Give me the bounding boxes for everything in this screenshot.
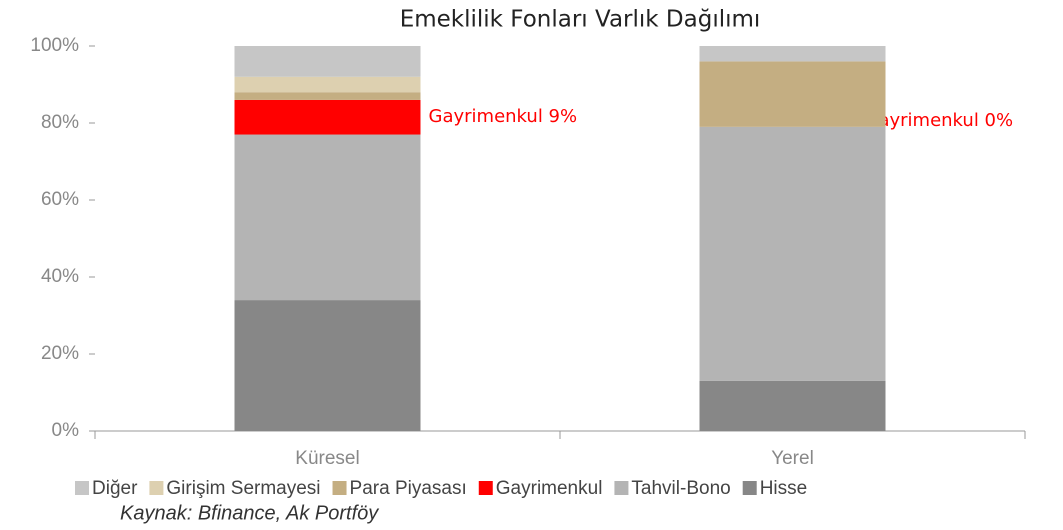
- bar-segment: [234, 76, 421, 93]
- chart-title: Emeklilik Fonları Varlık Dağılımı: [400, 7, 761, 33]
- legend-label: Girişim Sermayesi: [166, 478, 320, 499]
- bar-segment: [699, 61, 886, 127]
- y-tick-label: 20%: [41, 343, 79, 364]
- y-tick-label: 80%: [41, 112, 79, 133]
- bar-segment: [234, 300, 421, 431]
- legend-swatch: [149, 481, 164, 495]
- bar-segment: [234, 134, 421, 301]
- legend-swatch: [332, 481, 347, 495]
- y-tick-label: 0%: [52, 420, 80, 441]
- bar-segment: [699, 380, 886, 431]
- legend-label: Gayrimenkul: [496, 478, 603, 499]
- annotation: Gayrimenkul 9%: [429, 106, 578, 127]
- legend-swatch: [75, 481, 89, 495]
- legend-label: Diğer: [92, 478, 138, 499]
- bar-segment: [699, 46, 886, 62]
- bar-segment: [699, 126, 886, 381]
- legend-swatch: [742, 481, 757, 495]
- bar-segment: [234, 99, 421, 135]
- source-note: Kaynak: Bfinance, Ak Portföy: [120, 502, 379, 524]
- legend-label: Para Piyasası: [350, 478, 467, 499]
- bar-segment: [234, 92, 421, 100]
- x-tick-label: Küresel: [295, 448, 359, 469]
- legend-label: Hisse: [760, 478, 808, 499]
- legend-swatch: [478, 481, 493, 495]
- legend-label: Tahvil-Bono: [631, 478, 730, 499]
- annotation: Gayrimenkul 0%: [865, 110, 1014, 131]
- y-tick-label: 40%: [41, 266, 79, 287]
- legend-swatch: [614, 481, 629, 495]
- x-tick-label: Yerel: [771, 448, 814, 469]
- y-tick-label: 60%: [41, 189, 79, 210]
- bar-segment: [234, 46, 421, 77]
- y-tick-label: 100%: [30, 35, 79, 56]
